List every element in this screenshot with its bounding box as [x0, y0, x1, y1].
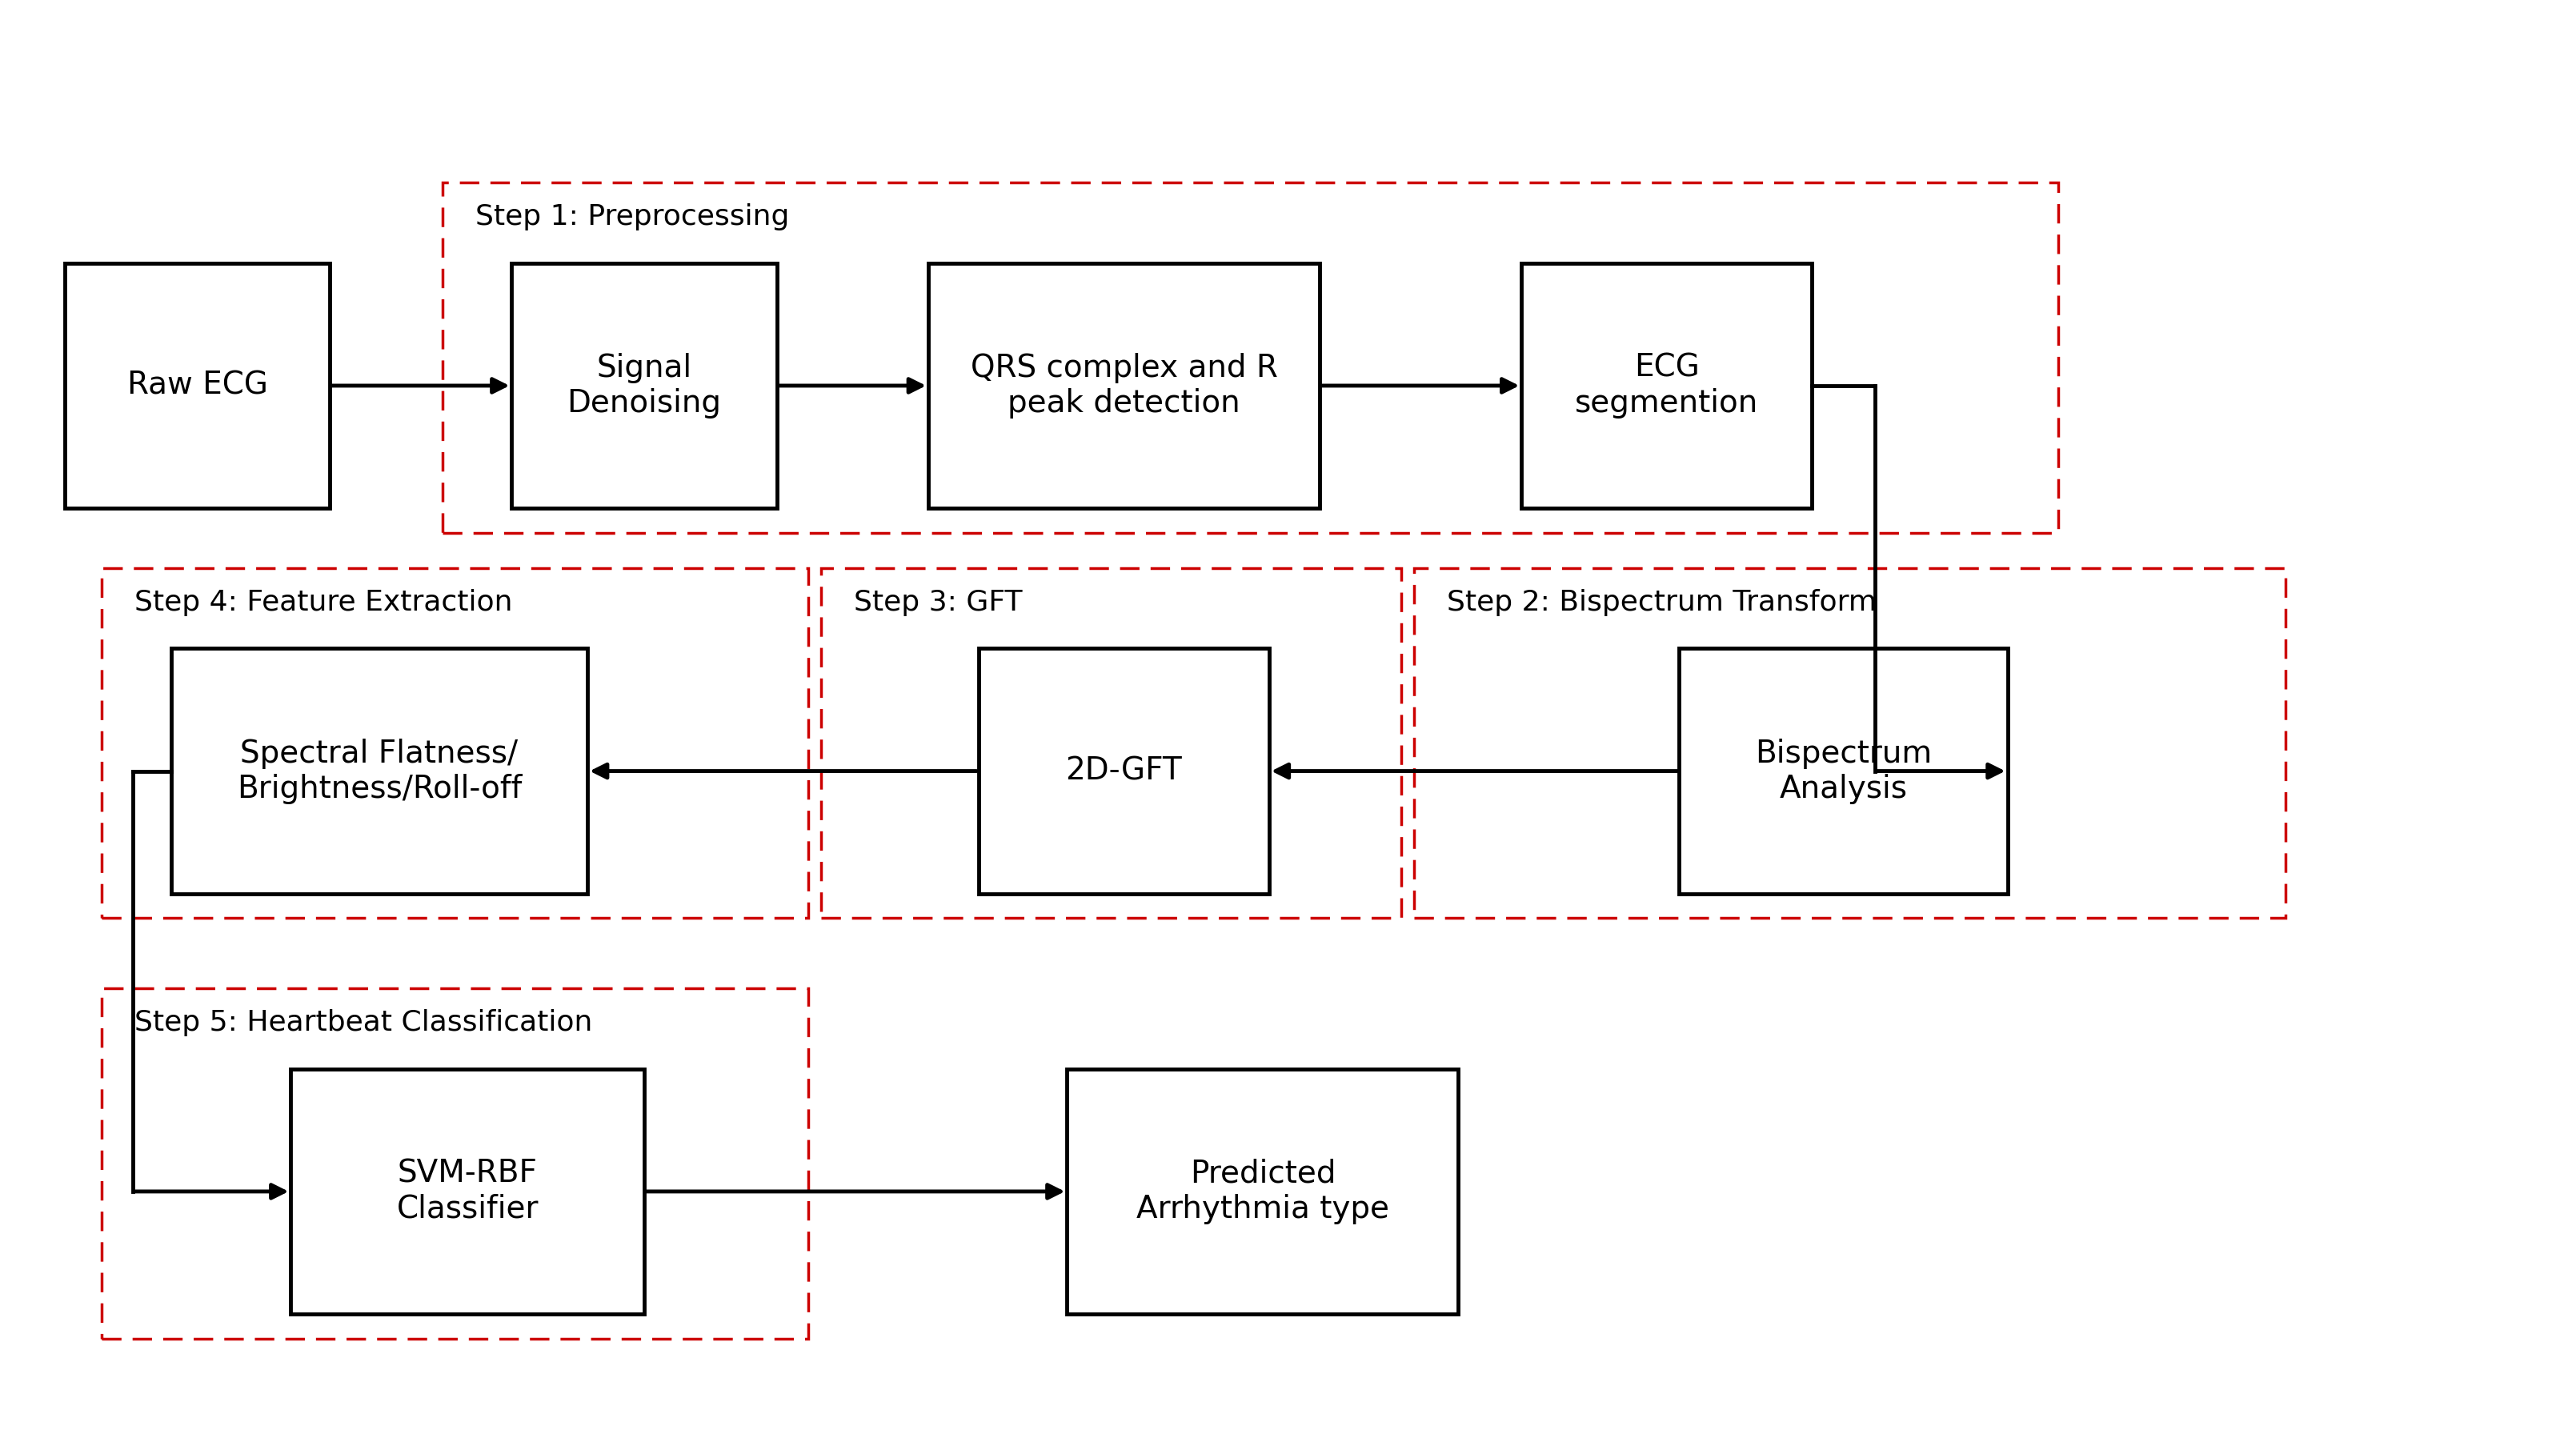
Bar: [100, 988, 809, 1338]
Bar: [1414, 568, 2285, 918]
Text: Step 4: Feature Extraction: Step 4: Feature Extraction: [134, 589, 513, 616]
Text: Signal
Denoising: Signal Denoising: [567, 353, 721, 419]
Bar: [822, 568, 1401, 918]
Text: Step 1: Preprocessing: Step 1: Preprocessing: [474, 203, 788, 230]
Text: ECG
segmention: ECG segmention: [1574, 353, 1759, 419]
Bar: [927, 263, 1319, 508]
Text: Predicted
Arrhythmia type: Predicted Arrhythmia type: [1136, 1158, 1388, 1224]
Text: Step 2: Bispectrum Transform: Step 2: Bispectrum Transform: [1448, 589, 1878, 616]
Bar: [1522, 263, 1811, 508]
Bar: [64, 263, 330, 508]
Text: Bispectrum
Analysis: Bispectrum Analysis: [1754, 738, 1932, 804]
Text: QRS complex and R
peak detection: QRS complex and R peak detection: [971, 353, 1278, 419]
Bar: [100, 568, 809, 918]
Text: Spectral Flatness/
Brightness/Roll-off: Spectral Flatness/ Brightness/Roll-off: [237, 738, 523, 804]
Bar: [513, 263, 778, 508]
Bar: [979, 648, 1270, 894]
Text: SVM-RBF
Classifier: SVM-RBF Classifier: [397, 1158, 538, 1224]
Bar: [443, 183, 2058, 533]
Bar: [1066, 1068, 1458, 1314]
Text: Step 3: GFT: Step 3: GFT: [853, 589, 1023, 616]
Bar: [170, 648, 587, 894]
Bar: [1680, 648, 2007, 894]
Bar: [291, 1068, 644, 1314]
Text: 2D-GFT: 2D-GFT: [1066, 756, 1182, 787]
Text: Raw ECG: Raw ECG: [126, 370, 268, 400]
Text: Step 5: Heartbeat Classification: Step 5: Heartbeat Classification: [134, 1010, 592, 1037]
